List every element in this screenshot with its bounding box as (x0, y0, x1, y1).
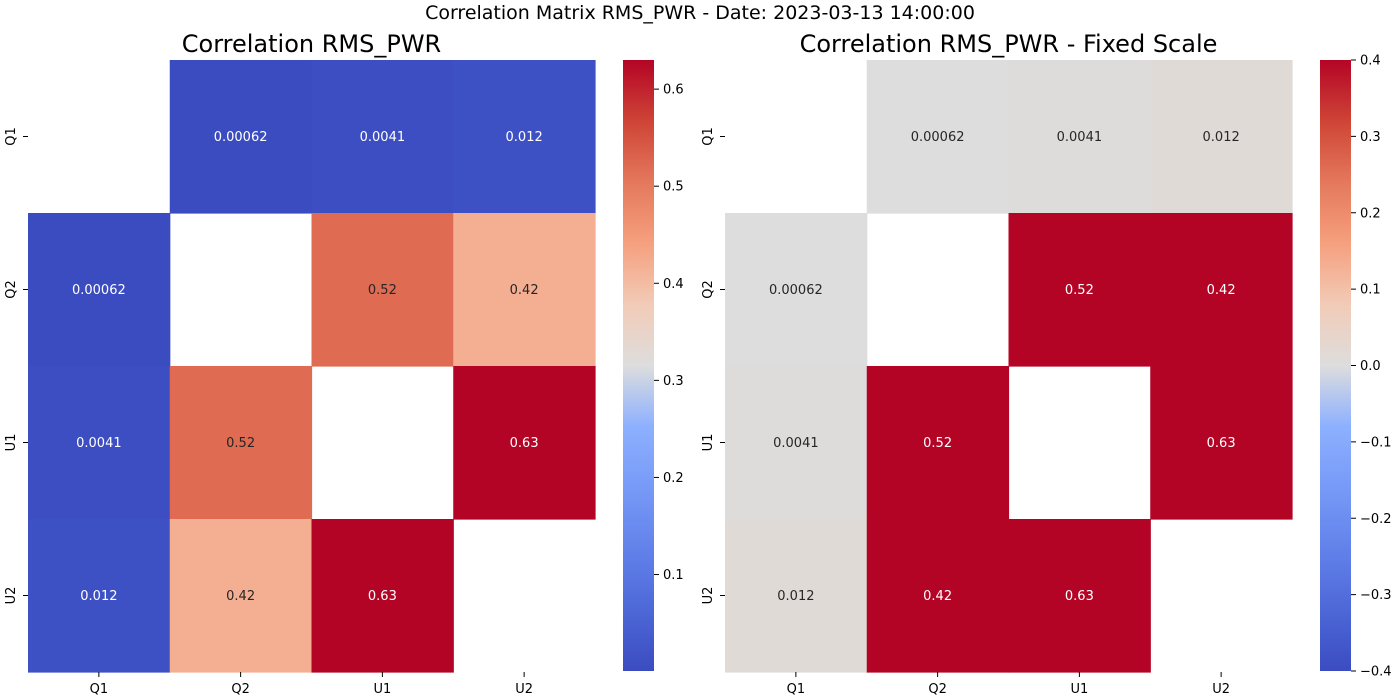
colorbar-tick-label: 0.4 (1360, 54, 1381, 69)
cell-annotation: 0.63 (1207, 436, 1236, 451)
y-tick-label: U2 (4, 587, 19, 605)
colorbar-tick-label: 0.4 (663, 277, 684, 292)
cell-annotation: 0.012 (777, 589, 814, 604)
heatmap-cell (311, 519, 454, 673)
x-tick-label: Q1 (90, 682, 109, 697)
colorbar-tick-label: 0.2 (663, 471, 684, 486)
colorbar-tick-label: −0.3 (1360, 588, 1392, 603)
heatmap-cell (28, 213, 171, 367)
cell-annotation: 0.52 (368, 283, 397, 298)
cell-annotation: 0.012 (80, 589, 117, 604)
x-tick-label: U1 (1070, 682, 1088, 697)
heatmap-cell (1150, 213, 1293, 367)
figure-suptitle: Correlation Matrix RMS_PWR - Date: 2023-… (425, 2, 975, 24)
x-tick-label: Q2 (928, 682, 947, 697)
x-tick-label: U2 (515, 682, 533, 697)
cell-annotation: 0.52 (226, 436, 255, 451)
colorbar-tick-label: 0.5 (663, 180, 684, 195)
heatmap-cell (725, 519, 868, 673)
heatmap-cell (453, 366, 596, 520)
colorbar-tick-label: 0.1 (1360, 283, 1381, 298)
heatmap-cell (28, 519, 171, 673)
cell-annotation: 0.00062 (214, 130, 268, 145)
cell-annotation: 0.0041 (1057, 130, 1103, 145)
heatmap-cell (1150, 60, 1293, 214)
heatmap-cell (866, 366, 1010, 520)
heatmap-cell (453, 213, 596, 367)
heatmap-title: Correlation RMS_PWR (182, 30, 441, 58)
x-tick-label: Q2 (231, 682, 250, 697)
heatmap-cell (725, 366, 868, 520)
heatmap-cell (169, 366, 313, 520)
y-tick-label: U1 (701, 434, 716, 452)
colorbar-tick-label: 0.3 (1360, 130, 1381, 145)
x-tick-label: U2 (1212, 682, 1230, 697)
cell-annotation: 0.012 (1203, 130, 1240, 145)
y-tick-label: Q2 (701, 280, 716, 299)
y-tick-label: U1 (4, 434, 19, 452)
colorbar-tick-label: 0.3 (663, 374, 684, 389)
heatmap-cell (1008, 60, 1151, 214)
colorbar-tick-label: 0.2 (1360, 206, 1381, 221)
heatmap-title: Correlation RMS_PWR - Fixed Scale (800, 30, 1218, 58)
heatmap-cell (866, 519, 1010, 673)
y-tick-label: Q1 (4, 127, 19, 146)
cell-annotation: 0.42 (510, 283, 539, 298)
cell-annotation: 0.00062 (911, 130, 965, 145)
heatmap-panel-1: Correlation RMS_PWR 0.00062 0.0041 0.012 0.0… (4, 30, 684, 697)
y-tick-label: Q1 (701, 127, 716, 146)
x-tick-label: U1 (373, 682, 391, 697)
cell-annotation: 0.63 (1065, 589, 1094, 604)
heatmap-cell (1008, 213, 1151, 367)
heatmap-cell (725, 213, 868, 367)
cell-annotation: 0.00062 (769, 283, 823, 298)
y-tick-label: Q2 (4, 280, 19, 299)
heatmap-cell (866, 60, 1010, 214)
cell-annotation: 0.012 (506, 130, 543, 145)
colorbar-tick-label: 0.1 (663, 568, 684, 583)
cell-annotation: 0.52 (923, 436, 952, 451)
heatmap-cell (169, 60, 313, 214)
cell-annotation: 0.0041 (773, 436, 819, 451)
heatmap-cell (1150, 366, 1293, 520)
heatmap-cell (28, 366, 171, 520)
colorbar-tick-label: −0.1 (1360, 435, 1392, 450)
cell-annotation: 0.63 (510, 436, 539, 451)
colorbar (1320, 60, 1351, 671)
colorbar-tick-label: 0.6 (663, 83, 684, 98)
colorbar-tick-label: 0.0 (1360, 359, 1381, 374)
cell-annotation: 0.52 (1065, 283, 1094, 298)
cell-annotation: 0.0041 (360, 130, 406, 145)
cell-annotation: 0.42 (923, 589, 952, 604)
cell-annotation: 0.0041 (76, 436, 122, 451)
heatmap-panel-2: Correlation RMS_PWR - Fixed Scale 0.00062… (701, 30, 1392, 697)
heatmap-cell (169, 519, 313, 673)
heatmap-cell (453, 60, 596, 214)
cell-annotation: 0.63 (368, 589, 397, 604)
cell-annotation: 0.42 (226, 589, 255, 604)
y-tick-label: U2 (701, 587, 716, 605)
colorbar-tick-label: −0.2 (1360, 512, 1392, 527)
heatmap-cell (1008, 519, 1151, 673)
colorbar (623, 60, 654, 671)
heatmap-cell (311, 213, 454, 367)
cell-annotation: 0.00062 (72, 283, 126, 298)
heatmap-cell (311, 60, 454, 214)
x-tick-label: Q1 (787, 682, 806, 697)
colorbar-tick-label: −0.4 (1360, 665, 1392, 680)
cell-annotation: 0.42 (1207, 283, 1236, 298)
